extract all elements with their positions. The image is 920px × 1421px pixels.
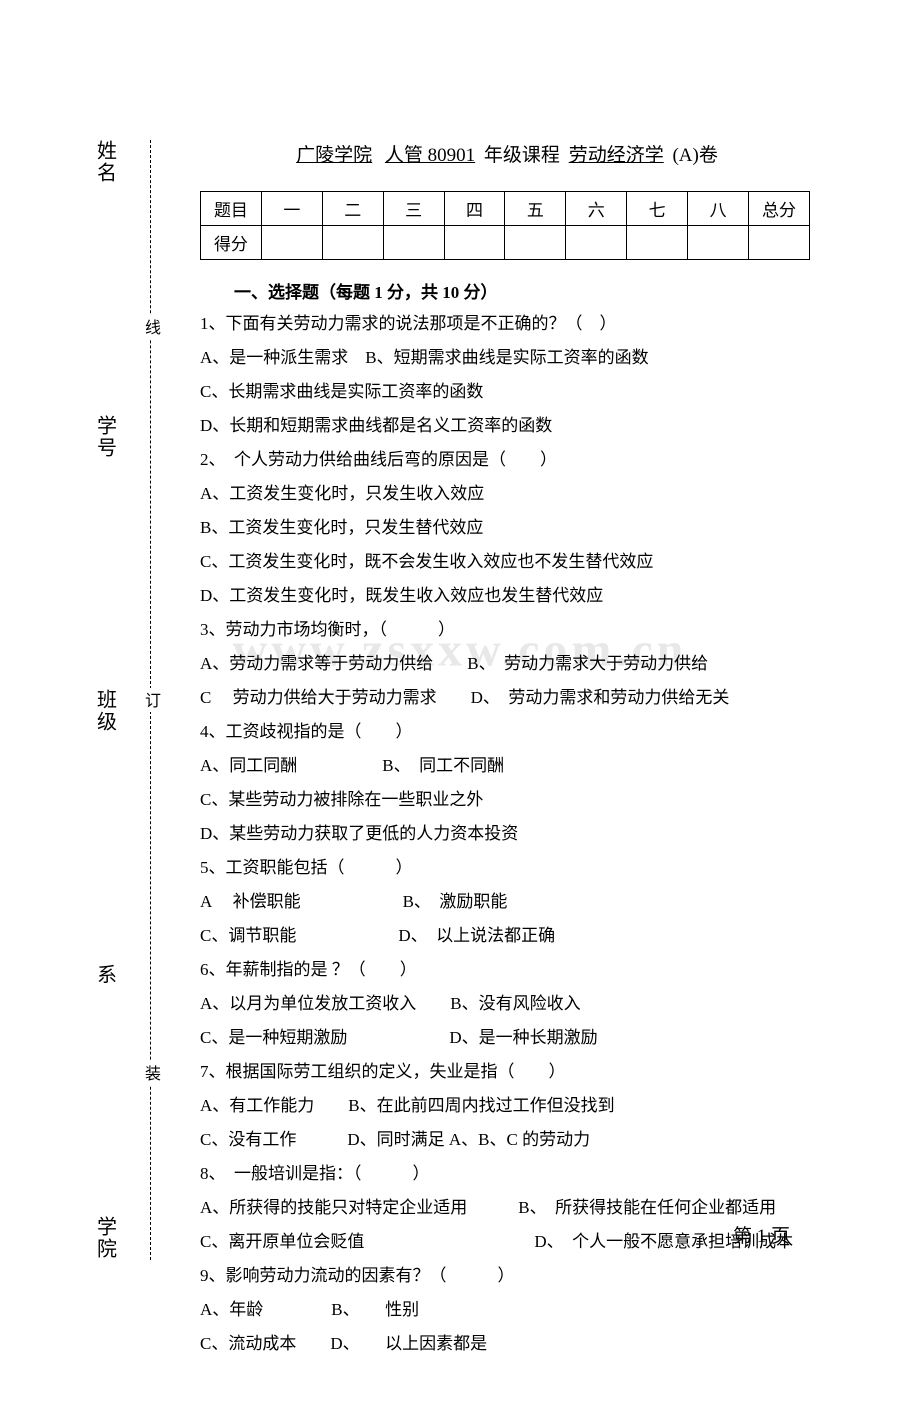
question-line: 8、 一般培训是指：（ ） (200, 1157, 810, 1191)
question-line: 5、工资职能包括（ ） (200, 851, 810, 885)
score-table: 题目 一 二 三 四 五 六 七 八 总分 得分 (200, 191, 810, 260)
title-course: 劳动经济学 (565, 145, 668, 166)
page-content: 广陵学院 人管 80901 年级课程 劳动经济学 (A)卷 题目 一 二 三 四… (0, 0, 920, 1421)
question-line: 4、工资歧视指的是（ ） (200, 715, 810, 749)
score-header-5: 五 (505, 192, 566, 226)
score-row-label: 得分 (201, 226, 262, 260)
question-line: C、离开原单位会贬值 D、 个人一般不愿意承担培训成本 (200, 1225, 810, 1259)
score-cell (322, 226, 383, 260)
question-line: 1、下面有关劳动力需求的说法那项是不正确的？（ ） (200, 307, 810, 341)
score-header-1: 一 (261, 192, 322, 226)
score-cell (505, 226, 566, 260)
question: 5、工资职能包括（ ）A 补偿职能 B、 激励职能C、调节职能 D、 以上说法都… (200, 851, 810, 953)
question: 4、工资歧视指的是（ ）A、同工同酬 B、 同工不同酬C、某些劳动力被排除在一些… (200, 715, 810, 851)
score-cell (566, 226, 627, 260)
question-line: C、调节职能 D、 以上说法都正确 (200, 919, 810, 953)
question-line: A、年龄 B、 性别 (200, 1293, 810, 1327)
question-line: 7、根据国际劳工组织的定义，失业是指（ ） (200, 1055, 810, 1089)
score-table-score-row: 得分 (201, 226, 810, 260)
question-line: C、流动成本 D、 以上因素都是 (200, 1327, 810, 1361)
questions-container: 1、下面有关劳动力需求的说法那项是不正确的？（ ）A、是一种派生需求 B、短期需… (200, 307, 810, 1361)
question-line: 9、影响劳动力流动的因素有？（ ） (200, 1259, 810, 1293)
question-line: C、是一种短期激励 D、是一种长期激励 (200, 1021, 810, 1055)
question-line: C、工资发生变化时，既不会发生收入效应也不发生替代效应 (200, 545, 810, 579)
score-table-header-row: 题目 一 二 三 四 五 六 七 八 总分 (201, 192, 810, 226)
question: 8、 一般培训是指：（ ）A、所获得的技能只对特定企业适用 B、 所获得技能在任… (200, 1157, 810, 1259)
title-grade-label: 年级课程 (484, 145, 560, 166)
score-header-8: 八 (688, 192, 749, 226)
exam-title: 广陵学院 人管 80901 年级课程 劳动经济学 (A)卷 (200, 140, 810, 167)
question-line: A、工资发生变化时，只发生收入效应 (200, 477, 810, 511)
question-line: D、长期和短期需求曲线都是名义工资率的函数 (200, 409, 810, 443)
score-header-0: 题目 (201, 192, 262, 226)
question: 6、年薪制指的是 ？（ ）A、以月为单位发放工资收入 B、没有风险收入C、是一种… (200, 953, 810, 1055)
question-line: A、是一种派生需求 B、短期需求曲线是实际工资率的函数 (200, 341, 810, 375)
score-cell (444, 226, 505, 260)
question-line: D、某些劳动力获取了更低的人力资本投资 (200, 817, 810, 851)
score-cell (749, 226, 810, 260)
question-line: 3、劳动力市场均衡时，（ ） (200, 613, 810, 647)
score-header-3: 三 (383, 192, 444, 226)
question-line: A 补偿职能 B、 激励职能 (200, 885, 810, 919)
score-cell (261, 226, 322, 260)
question-line: A、有工作能力 B、在此前四周内找过工作但没找到 (200, 1089, 810, 1123)
question-line: A、同工同酬 B、 同工不同酬 (200, 749, 810, 783)
score-header-6: 六 (566, 192, 627, 226)
question-line: C 劳动力供给大于劳动力需求 D、 劳动力需求和劳动力供给无关 (200, 681, 810, 715)
score-cell (383, 226, 444, 260)
question-line: C、长期需求曲线是实际工资率的函数 (200, 375, 810, 409)
score-header-7: 七 (627, 192, 688, 226)
question-line: A、以月为单位发放工资收入 B、没有风险收入 (200, 987, 810, 1021)
score-cell (627, 226, 688, 260)
question-line: A、所获得的技能只对特定企业适用 B、 所获得技能在任何企业都适用 (200, 1191, 810, 1225)
question-line: C、没有工作 D、同时满足 A、B、C 的劳动力 (200, 1123, 810, 1157)
question: 3、劳动力市场均衡时，（ ）A、劳动力需求等于劳动力供给 B、 劳动力需求大于劳… (200, 613, 810, 715)
section-1-header: 一、选择题（每题 1 分，共 10 分） (200, 278, 810, 303)
question-line: B、工资发生变化时，只发生替代效应 (200, 511, 810, 545)
question-line: A、劳动力需求等于劳动力供给 B、 劳动力需求大于劳动力供给 (200, 647, 810, 681)
score-header-4: 四 (444, 192, 505, 226)
title-college: 广陵学院 (292, 145, 376, 166)
question: 9、影响劳动力流动的因素有？（ ）A、年龄 B、 性别C、流动成本 D、 以上因… (200, 1259, 810, 1361)
score-header-2: 二 (322, 192, 383, 226)
question-line: 6、年薪制指的是 ？（ ） (200, 953, 810, 987)
question: 7、根据国际劳工组织的定义，失业是指（ ）A、有工作能力 B、在此前四周内找过工… (200, 1055, 810, 1157)
question: 1、下面有关劳动力需求的说法那项是不正确的？（ ）A、是一种派生需求 B、短期需… (200, 307, 810, 443)
question-line: C、某些劳动力被排除在一些职业之外 (200, 783, 810, 817)
question-line: D、工资发生变化时，既发生收入效应也发生替代效应 (200, 579, 810, 613)
title-paper: (A)卷 (672, 145, 717, 166)
title-class: 人管 80901 (381, 145, 479, 166)
score-cell (688, 226, 749, 260)
score-header-9: 总分 (749, 192, 810, 226)
question-line: 2、 个人劳动力供给曲线后弯的原因是（ ） (200, 443, 810, 477)
question: 2、 个人劳动力供给曲线后弯的原因是（ ）A、工资发生变化时，只发生收入效应B、… (200, 443, 810, 613)
